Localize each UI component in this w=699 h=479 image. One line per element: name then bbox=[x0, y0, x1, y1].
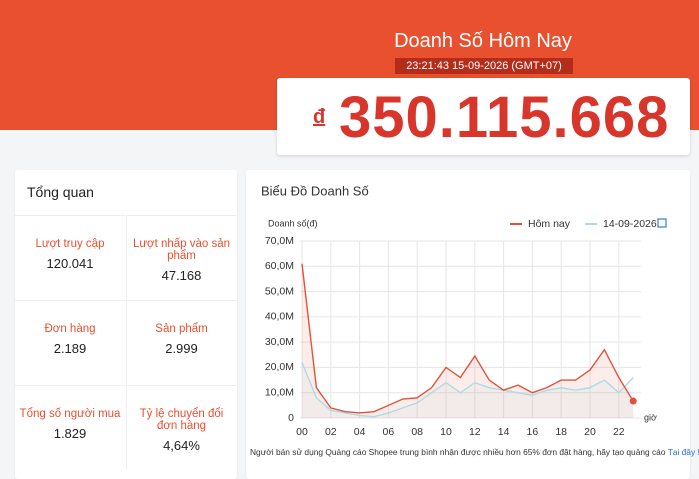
footer-note: Người bán sử dụng Quảng cáo Shopee trung… bbox=[250, 447, 699, 457]
stat-label: Đơn hàng bbox=[44, 323, 96, 335]
stat-value: 120.041 bbox=[46, 256, 94, 271]
calendar-icon[interactable] bbox=[657, 218, 667, 228]
stat-value: 4,64% bbox=[163, 438, 200, 453]
legend-label: Hôm nay bbox=[528, 218, 571, 230]
x-tick-label: 20 bbox=[584, 426, 596, 438]
amount: 350.115.668 bbox=[339, 85, 670, 150]
chart: Biểu Đồ Doanh Số Doanh số(đ) giờ 0 10,0M 2… bbox=[261, 183, 667, 438]
header-title: Doanh Số Hôm Nay bbox=[394, 30, 572, 52]
stat-value: 47.168 bbox=[161, 268, 202, 283]
x-tick-label: 14 bbox=[498, 426, 510, 438]
stat-label: Tỷ lệ chuyển đổi đơn hàng bbox=[139, 408, 224, 432]
y-tick-label: 30,0M bbox=[265, 336, 294, 348]
y-tick-label: 50,0M bbox=[265, 285, 294, 297]
x-tick-label: 08 bbox=[411, 426, 423, 438]
timestamp: 23:21:43 15-09-2026 (GMT+07) bbox=[395, 58, 573, 74]
legend-label: 14-09-2026 bbox=[603, 218, 657, 230]
series-area bbox=[302, 362, 634, 418]
x-axis-label: giờ bbox=[644, 412, 657, 422]
stat-cell: Sản phẩm 2.999 bbox=[126, 300, 236, 384]
overview-card: Tổng quan Lượt truy cập 120.041 Lượt nhấp … bbox=[15, 170, 237, 479]
stat-cell: Đơn hàng 2.189 bbox=[15, 300, 125, 384]
stat-label: Tổng số người mua bbox=[19, 408, 121, 420]
stat-label: Lượt nhấp vào sản phẩm bbox=[132, 238, 231, 262]
x-tick-label: 10 bbox=[440, 426, 452, 438]
stat-value: 2.999 bbox=[165, 341, 198, 356]
ad-link[interactable]: Tại đây ! bbox=[667, 447, 699, 457]
x-tick-label: 00 bbox=[296, 426, 308, 438]
stat-cell: Lượt truy cập 120.041 bbox=[15, 215, 125, 299]
y-tick-label: 0 bbox=[288, 412, 294, 424]
stat-value: 1.829 bbox=[53, 426, 87, 441]
x-tick-label: 22 bbox=[613, 426, 625, 438]
y-tick-label: 60,0M bbox=[265, 260, 294, 272]
note-text: Người bán sử dụng Quảng cáo Shopee trung… bbox=[250, 447, 666, 457]
x-tick-label: 18 bbox=[555, 426, 567, 438]
current-point bbox=[629, 397, 637, 405]
currency: đ bbox=[313, 106, 326, 128]
stat-label: Sản phẩm bbox=[155, 323, 208, 335]
y-tick-label: 40,0M bbox=[265, 311, 294, 323]
stat-cell: Tỷ lệ chuyển đổi đơn hàng 4,64% bbox=[126, 385, 236, 469]
y-tick-label: 70,0M bbox=[265, 235, 294, 247]
y-tick-label: 20,0M bbox=[265, 361, 294, 373]
x-tick-label: 04 bbox=[354, 426, 366, 438]
y-axis-label: Doanh số(đ) bbox=[268, 218, 318, 228]
x-tick-label: 16 bbox=[527, 426, 539, 438]
overview-title: Tổng quan bbox=[27, 184, 94, 200]
stat-label: Lượt truy cập bbox=[35, 238, 105, 250]
x-tick-label: 12 bbox=[469, 426, 481, 438]
stat-value: 2.189 bbox=[53, 341, 87, 356]
chart-card: Biểu Đồ Doanh Số Doanh số(đ) giờ 0 10,0M 2… bbox=[246, 170, 699, 479]
x-tick-label: 02 bbox=[325, 426, 337, 438]
series-line bbox=[301, 362, 634, 418]
stat-cell: Tổng số người mua 1.829 bbox=[15, 385, 125, 469]
series-line bbox=[301, 263, 634, 414]
chart-title: Biểu Đồ Doanh Số bbox=[261, 183, 369, 198]
x-tick-label: 06 bbox=[383, 426, 395, 438]
sales-card: đ 350.115.668 bbox=[277, 78, 690, 155]
stat-cell: Lượt nhấp vào sản phẩm 47.168 bbox=[126, 215, 236, 299]
y-tick-label: 10,0M bbox=[265, 386, 294, 398]
